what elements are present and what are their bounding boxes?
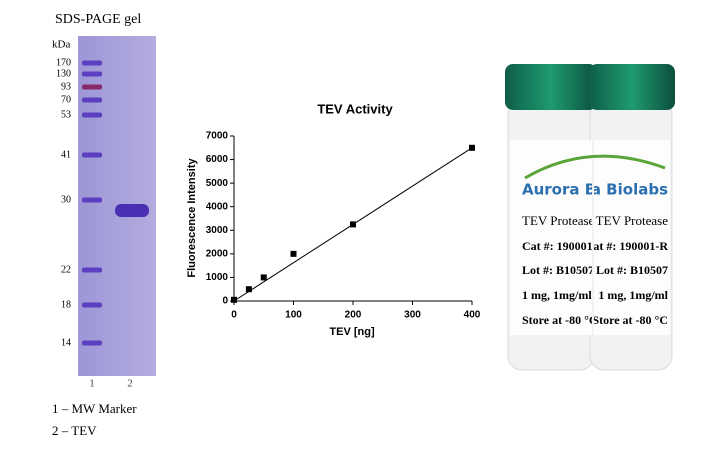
vial-text: Lot #: B10507 [596, 263, 668, 277]
x-axis-label: TEV [ng] [329, 326, 375, 338]
vial-text: Aurora Biolabs [543, 181, 668, 199]
point [245, 286, 252, 293]
vial-text: 1 mg, 1mg/ml [598, 288, 668, 302]
ladder-band [82, 267, 102, 273]
marker-label: 18 [61, 299, 71, 310]
marker-label: 70 [61, 94, 71, 105]
vial-text: Store at -80 °C [592, 313, 668, 327]
y-tick-label: 0 [222, 296, 228, 307]
ladder-band [82, 340, 102, 346]
x-tick-label: 400 [464, 310, 481, 321]
vial-text: Lot #: B10507 [522, 263, 594, 277]
vial-label [594, 140, 670, 335]
y-tick-label: 7000 [206, 131, 229, 142]
vial-label [510, 140, 592, 335]
y-tick-label: 3000 [206, 225, 229, 236]
vial-text: Cat #: 190001-R [585, 239, 669, 253]
x-tick-label: 300 [404, 310, 421, 321]
gel-legend: 2 – TEV [52, 423, 97, 438]
logo-swoosh [524, 154, 666, 180]
chart: TEV Activity TEV [ng] Fluorescence Inten… [186, 101, 481, 337]
tev-band [115, 204, 149, 217]
point [231, 296, 237, 303]
ladder-band [82, 112, 102, 118]
gel-unit: kDa [52, 39, 70, 51]
point [260, 274, 267, 281]
ladder-band [82, 197, 102, 203]
marker-label: 14 [61, 337, 71, 348]
y-axis-label: Fluorescence Intensity [186, 158, 198, 278]
lane-label: 1 [89, 378, 95, 390]
y-tick-label: 2000 [206, 248, 229, 259]
x-tick-label: 100 [285, 310, 302, 321]
vial-text: Aurora Biolabs [522, 181, 647, 199]
lane-label: 2 [127, 378, 133, 390]
marker-label: 93 [61, 81, 71, 92]
vial-text: TEV Protease [596, 213, 669, 228]
vial-text: 1 mg, 1mg/ml [522, 288, 592, 302]
y-tick-label: 5000 [206, 178, 229, 189]
marker-label: 130 [56, 68, 71, 79]
ladder-band [82, 84, 102, 90]
ladder-band [82, 60, 102, 66]
point [469, 144, 475, 151]
point [290, 250, 297, 257]
ladder-band [82, 302, 102, 308]
gel-title: SDS-PAGE gel [55, 12, 141, 27]
vial-cap [589, 64, 675, 110]
ladder-band [82, 97, 102, 103]
marker-label: 22 [61, 264, 71, 275]
marker-label: 30 [61, 194, 71, 205]
y-tick-label: 6000 [206, 154, 229, 165]
marker-label: 41 [61, 149, 71, 160]
chart-title: TEV Activity [317, 101, 393, 116]
vial-cap [505, 64, 597, 110]
marker-label: 53 [61, 109, 71, 120]
vial-text: TEV Protease [522, 213, 595, 228]
y-tick-label: 1000 [206, 272, 229, 283]
vial-text: Store at -80 °C [522, 313, 598, 327]
point [350, 221, 356, 228]
marker-label: 170 [56, 57, 71, 68]
x-tick-label: 0 [231, 310, 237, 321]
vial-text: Cat #: 190001-R [522, 239, 606, 253]
ladder-band [82, 152, 102, 158]
x-tick-label: 200 [345, 310, 362, 321]
gel-legend: 1 – MW Marker [52, 401, 137, 416]
y-tick-label: 4000 [206, 201, 229, 212]
ladder-band [82, 71, 102, 77]
